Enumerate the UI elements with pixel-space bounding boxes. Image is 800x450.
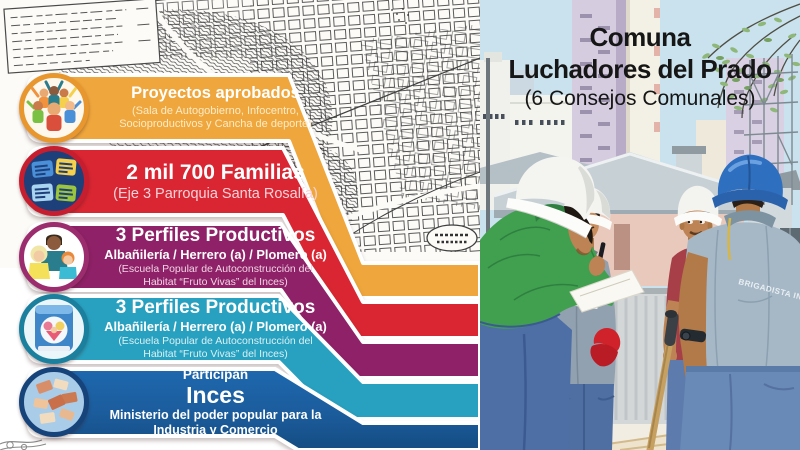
banner-subtitle: (Eje 3 Parroquia Santa Rosalía)	[113, 185, 318, 202]
banner-subtitle: (Escuela Popular de Autoconstrucción del…	[118, 263, 313, 288]
people-celebrating-icon	[19, 73, 89, 143]
worker-green-jacket	[480, 156, 645, 450]
family-icon	[19, 222, 89, 292]
banner-perfiles-productivos-1: 3 Perfiles Productivos Albañilería / Her…	[28, 224, 327, 290]
banner-title: Inces	[186, 381, 245, 408]
banner-title: 3 Perfiles Productivos	[115, 224, 316, 246]
title-line-1: Comuna	[589, 22, 692, 52]
book-people-icon	[19, 294, 89, 364]
title-line-2: Luchadores del Prado	[508, 53, 772, 84]
banner-title: 3 Perfiles Productivos	[115, 296, 316, 318]
title-line-3: (6 Consejos Comunales)	[524, 87, 756, 111]
shovel	[646, 310, 679, 450]
map-legend	[3, 0, 327, 74]
banner-subtitle: (Escuela Popular de Autoconstrucción del…	[118, 335, 313, 360]
documents-icon	[19, 146, 89, 216]
banner-subtitle: (Sala de Autogobierno, Infocentro, Socio…	[119, 104, 312, 131]
banner-title: Proyectos aprobados	[131, 83, 300, 102]
bricks-icon	[19, 367, 89, 437]
banner-title: 2 mil 700 Familias	[126, 160, 305, 184]
worker-blue-helmet: BRIGADISTA INCES	[678, 154, 800, 450]
banner-perfiles-productivos-2: 3 Perfiles Productivos Albañilería / Her…	[28, 296, 327, 362]
banner-line2: Albañilería / Herrero (a) / Plomero (a)	[104, 318, 327, 334]
banner-participan-inces: Participan Inces Ministerio del poder po…	[28, 367, 322, 436]
construction-scene: BRIGADISTA INCES	[480, 0, 800, 450]
banner-proyectos-aprobados: Proyectos aprobados (Sala de Autogobiern…	[28, 75, 312, 141]
right-panel: BRIGADISTA INCES	[480, 0, 800, 450]
banner-line2: Albañilería / Herrero (a) / Plomero (a)	[104, 246, 327, 262]
map-stamp	[426, 224, 478, 252]
banner-familias: 2 mil 700 Familias (Eje 3 Parroquia Sant…	[28, 148, 318, 215]
banner-pretitle: Participan	[182, 367, 249, 383]
banner-subtitle: Ministerio del poder popular para la Ind…	[109, 407, 322, 437]
title-block: Comuna Luchadores del Prado (6 Consejos …	[480, 22, 800, 112]
left-panel: Proyectos aprobados (Sala de Autogobiern…	[0, 0, 480, 450]
utility-pole	[486, 58, 490, 308]
